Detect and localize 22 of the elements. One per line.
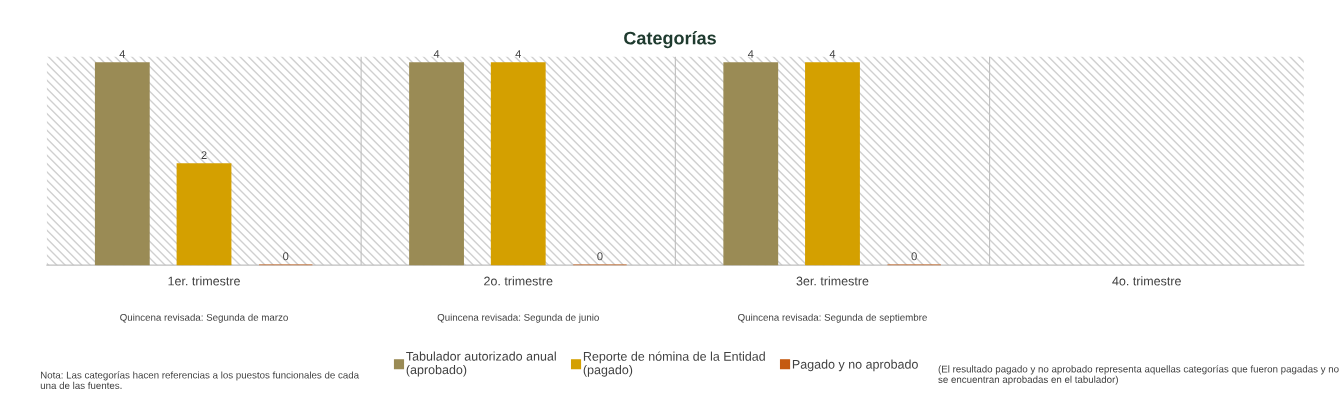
text: Nota: Las categorías hacen referencias a los puestos funcionales de cada una de las fuentes. bbox=[40, 371, 360, 389]
data-label: 4 bbox=[119, 50, 126, 58]
data-label: 4 bbox=[829, 50, 836, 58]
data-label: 0 bbox=[597, 252, 603, 261]
legend-label: Pagado y no aprobado bbox=[792, 359, 918, 372]
data-label: 0 bbox=[911, 252, 917, 261]
text: Quincena revisada: Segunda de septiembre bbox=[738, 313, 927, 323]
data-label: 0 bbox=[283, 252, 289, 261]
x-tick-label: 1er. trimestre bbox=[168, 276, 240, 286]
data-label: 4 bbox=[433, 50, 440, 58]
data-label: 4 bbox=[515, 50, 522, 58]
data-label: 4 bbox=[747, 50, 754, 58]
text: (El resultado pagado y no aprobado representa aquellas categorías que fueron pagadas y no se encuentran aprobadas en el tabulador) bbox=[938, 365, 1339, 385]
text: Quincena revisada: Segunda de junio bbox=[437, 313, 599, 323]
x-tick-label: 3er. trimestre bbox=[796, 276, 869, 286]
x-tick-label: 4o. trimestre bbox=[1112, 276, 1181, 286]
chart-title: Categorías bbox=[624, 31, 716, 49]
legend-label: Tabulador autorizado anual (aprobado) bbox=[406, 351, 556, 377]
x-tick-label: 2o. trimestre bbox=[484, 276, 553, 286]
data-label: 2 bbox=[201, 151, 207, 159]
legend-label: Reporte de nómina de la Entidad (pagado) bbox=[583, 351, 765, 377]
text: Quincena revisada: Segunda de marzo bbox=[120, 313, 288, 323]
